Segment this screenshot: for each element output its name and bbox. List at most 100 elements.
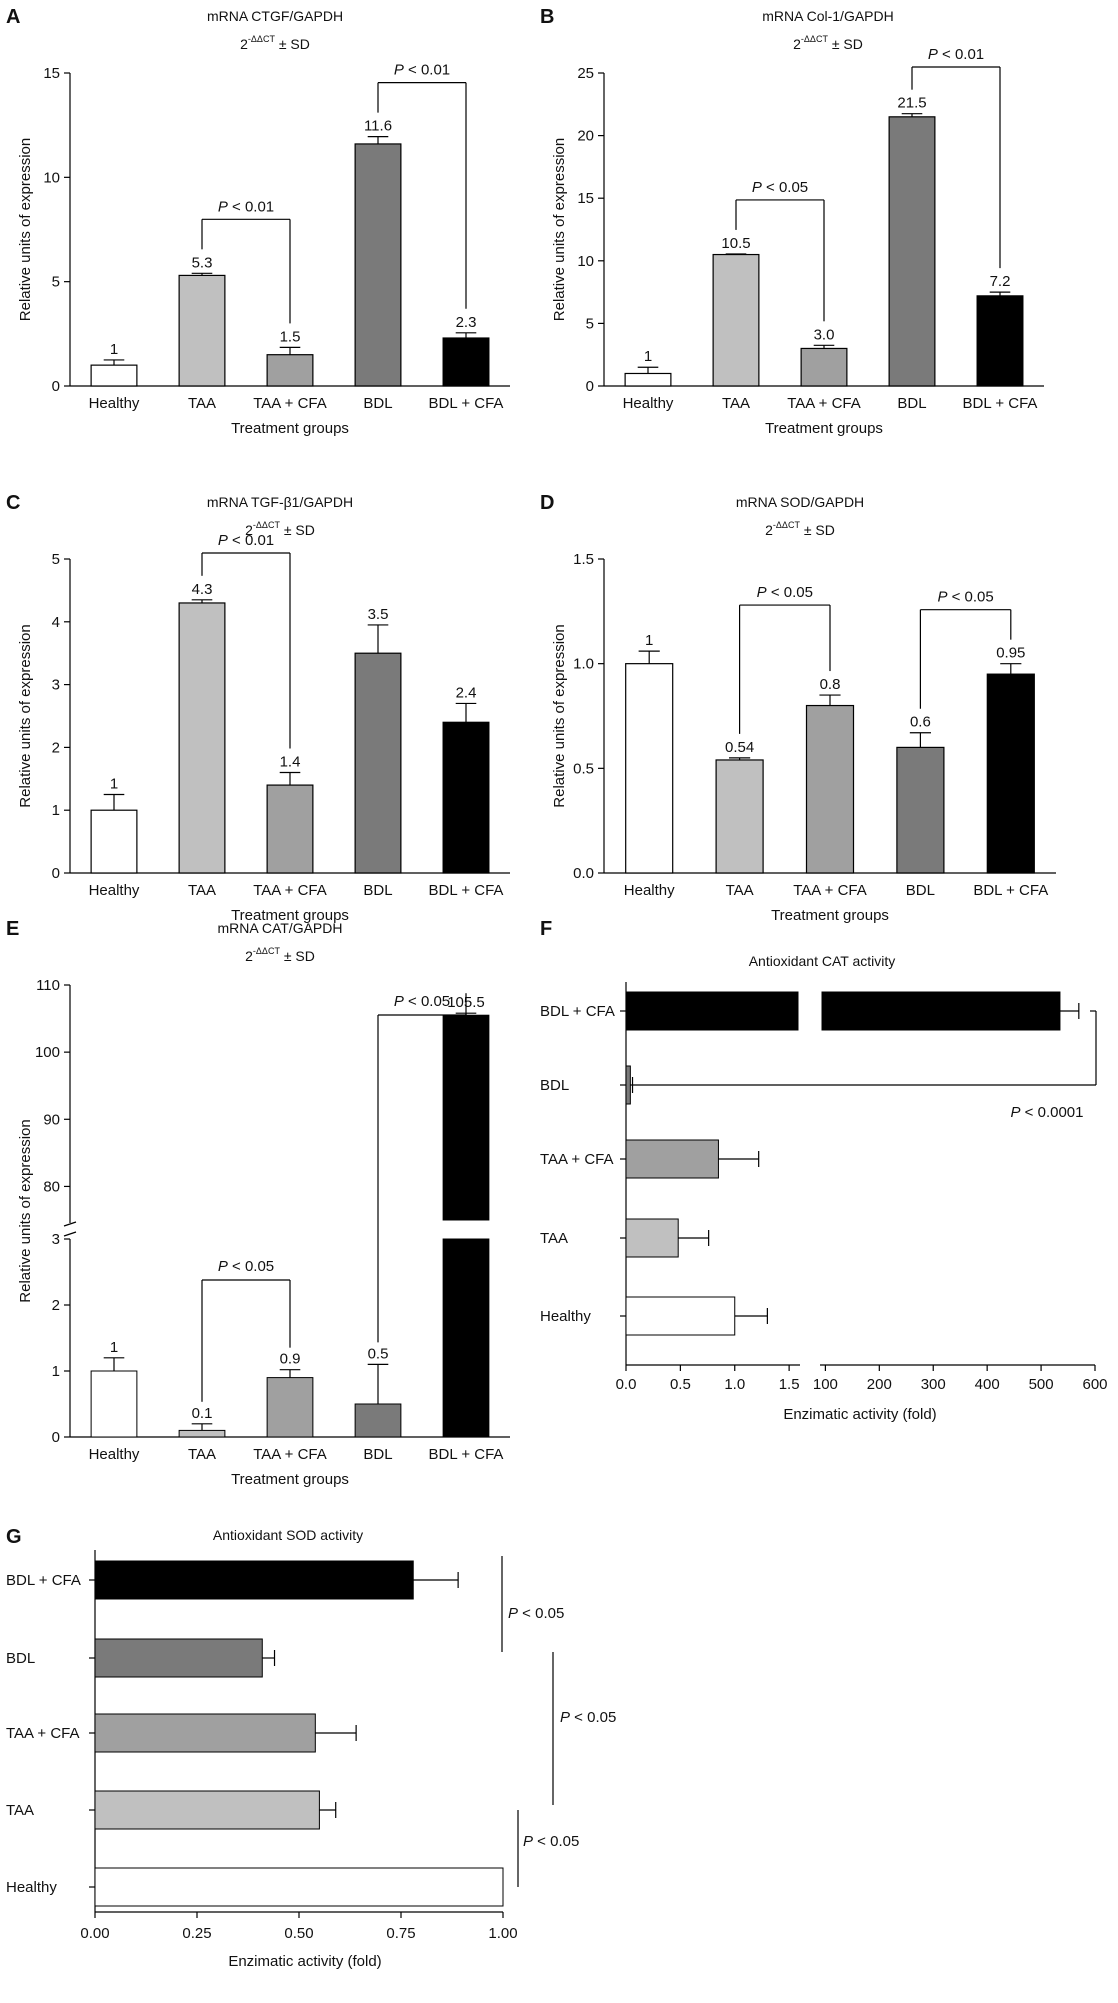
panel-e-y-tick-label: 3 bbox=[52, 1231, 60, 1248]
panel-d-bar bbox=[625, 663, 674, 874]
panel-f-x-tick-label: 0.5 bbox=[670, 1376, 691, 1393]
panel-f-x-tick-label: 600 bbox=[1082, 1376, 1107, 1393]
panel-f-x-tick-label: 1.5 bbox=[779, 1376, 800, 1393]
panel-d-x-label: Treatment groups bbox=[771, 907, 889, 924]
panel-c-data-label: 1.4 bbox=[280, 754, 301, 771]
panel-e-bar bbox=[178, 1429, 226, 1438]
panel-g-bar bbox=[94, 1867, 504, 1907]
panel-f-y-tick-label: TAA + CFA bbox=[540, 1151, 614, 1168]
panel-a-x-tick-label: TAA + CFA bbox=[253, 395, 327, 412]
panel-g-bar bbox=[94, 1638, 263, 1678]
panel-a-bar bbox=[90, 364, 138, 387]
panel-d-x-tick-label: BDL + CFA bbox=[973, 882, 1048, 899]
panel-a-x-tick-label: BDL + CFA bbox=[429, 395, 504, 412]
panel-c-y-tick-label: 5 bbox=[52, 551, 60, 568]
panel-b-data-label: 3.0 bbox=[814, 326, 835, 343]
panel-a-bar bbox=[266, 354, 314, 387]
panel-f-bar-right bbox=[821, 991, 1061, 1031]
panel-a-data-label: 1 bbox=[110, 341, 118, 358]
panel-b-p-value: P < 0.01 bbox=[928, 46, 984, 63]
panel-e-bar bbox=[442, 1238, 490, 1438]
panel-b-y-tick-label: 5 bbox=[586, 315, 594, 332]
panel-c-bar bbox=[442, 721, 490, 874]
panel-c-bar bbox=[354, 652, 402, 874]
panel-e-data-label: 0.1 bbox=[192, 1405, 213, 1422]
panel-a-data-label: 2.3 bbox=[456, 314, 477, 331]
panel-f-y-tick-label: TAA bbox=[540, 1230, 568, 1247]
panel-a-data-label: 1.5 bbox=[280, 328, 301, 345]
panel-e-y-tick-label: 100 bbox=[35, 1044, 60, 1061]
panel-d-p-value: P < 0.05 bbox=[757, 584, 813, 601]
panel-c-letter: C bbox=[6, 492, 20, 514]
panel-b-bar bbox=[800, 347, 848, 387]
panel-e-y-tick-label: 110 bbox=[36, 977, 60, 994]
panel-f-bar bbox=[625, 1139, 719, 1179]
panel-d-bar bbox=[715, 759, 764, 874]
panel-c-bar bbox=[266, 784, 314, 874]
panel-b-bar bbox=[888, 116, 936, 387]
panel-b-x-tick-label: BDL + CFA bbox=[963, 395, 1038, 412]
panel-f-x-tick-label: 200 bbox=[867, 1376, 892, 1393]
panel-f-letter: F bbox=[540, 918, 552, 940]
panel-d-data-label: 0.95 bbox=[996, 645, 1025, 662]
panel-a-bar bbox=[354, 143, 402, 387]
panel-b-letter: B bbox=[540, 6, 554, 28]
panel-d-letter: D bbox=[540, 492, 554, 514]
panel-a-y-tick-label: 15 bbox=[43, 65, 60, 82]
panel-d-y-label: Relative units of expression bbox=[551, 624, 568, 807]
panel-a-x-tick-label: TAA bbox=[188, 395, 216, 412]
panel-b-y-tick-label: 25 bbox=[577, 65, 594, 82]
panel-a-y-tick-label: 5 bbox=[52, 274, 60, 291]
panel-a-bar bbox=[442, 337, 490, 387]
panel-c-y-tick-label: 0 bbox=[52, 865, 60, 882]
panel-f-bar bbox=[625, 1218, 679, 1258]
panel-b-data-label: 10.5 bbox=[721, 235, 750, 252]
panel-e-bar bbox=[90, 1370, 138, 1438]
panel-a-data-label: 5.3 bbox=[192, 254, 213, 271]
panel-d-bar bbox=[986, 673, 1035, 874]
panel-g-y-tick-label: TAA bbox=[6, 1802, 34, 1819]
panel-d-data-label: 0.8 bbox=[820, 676, 841, 693]
panel-f-x-tick-label: 500 bbox=[1029, 1376, 1054, 1393]
panel-a-p-value: P < 0.01 bbox=[218, 198, 274, 215]
panel-b-y-label: Relative units of expression bbox=[551, 138, 568, 321]
panel-d-y-tick-label: 1.5 bbox=[573, 551, 594, 568]
panel-b-subtitle: 2-ΔΔCT ± SD bbox=[793, 34, 863, 52]
panel-d-x-tick-label: TAA + CFA bbox=[793, 882, 867, 899]
panel-a-subtitle: 2-ΔΔCT ± SD bbox=[240, 34, 310, 52]
panel-g-p-value: P < 0.05 bbox=[560, 1709, 616, 1726]
panel-d-x-tick-label: Healthy bbox=[624, 882, 675, 899]
panel-b-y-tick-label: 10 bbox=[577, 253, 594, 270]
panel-e-data-label: 1 bbox=[110, 1339, 118, 1356]
panel-e-y-tick-label: 80 bbox=[43, 1178, 60, 1195]
panel-d-y-tick-label: 1.0 bbox=[573, 656, 594, 673]
panel-c-x-label: Treatment groups bbox=[231, 907, 349, 924]
panel-f-x-tick-label: 1.0 bbox=[724, 1376, 745, 1393]
panel-e-bar-upper bbox=[442, 1014, 490, 1221]
panel-d-subtitle: 2-ΔΔCT ± SD bbox=[765, 520, 835, 538]
panel-a-y-label: Relative units of expression bbox=[17, 138, 34, 321]
panel-c-bar bbox=[178, 602, 226, 874]
panel-g-x-tick-label: 0.25 bbox=[182, 1925, 211, 1942]
panel-f-title: Antioxidant CAT activity bbox=[749, 953, 896, 969]
panel-e-x-tick-label: TAA + CFA bbox=[253, 1446, 327, 1463]
panel-g-x-label: Enzimatic activity (fold) bbox=[228, 1953, 381, 1970]
panel-g-bar bbox=[94, 1790, 320, 1830]
panel-c-y-tick-label: 2 bbox=[52, 739, 60, 756]
panel-e-y-label: Relative units of expression bbox=[17, 1119, 34, 1302]
panel-a-p-value: P < 0.01 bbox=[394, 62, 450, 79]
panel-e-x-tick-label: TAA bbox=[188, 1446, 216, 1463]
panel-b-x-tick-label: TAA bbox=[722, 395, 750, 412]
panel-e-p-value: P < 0.05 bbox=[394, 993, 450, 1010]
panel-d-bar bbox=[896, 746, 945, 874]
panel-e-y-tick-label: 2 bbox=[52, 1297, 60, 1314]
panel-c-x-tick-label: TAA + CFA bbox=[253, 882, 327, 899]
panel-d-bar bbox=[805, 704, 855, 874]
panel-a-data-label: 11.6 bbox=[364, 118, 392, 135]
panel-d-y-tick-label: 0.0 bbox=[573, 865, 594, 882]
panel-b-y-tick-label: 15 bbox=[577, 190, 594, 207]
panel-b-x-tick-label: Healthy bbox=[623, 395, 674, 412]
panel-c-y-tick-label: 4 bbox=[52, 614, 60, 631]
panel-e-p-value: P < 0.05 bbox=[218, 1258, 274, 1275]
panel-g-x-tick-label: 1.00 bbox=[488, 1925, 517, 1942]
